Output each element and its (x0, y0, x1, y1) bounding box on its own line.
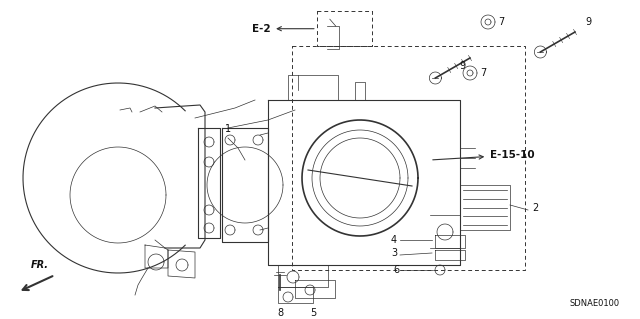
Text: 4: 4 (391, 235, 397, 245)
Text: 7: 7 (498, 17, 504, 27)
Text: 9: 9 (585, 17, 591, 27)
Text: SDNAE0100: SDNAE0100 (570, 299, 620, 308)
Text: 8: 8 (277, 308, 283, 318)
Text: FR.: FR. (31, 260, 49, 270)
Text: 7: 7 (480, 68, 486, 78)
Text: 6: 6 (394, 265, 400, 275)
Text: 1: 1 (225, 124, 231, 134)
Text: 2: 2 (532, 203, 538, 213)
Text: E-2: E-2 (252, 24, 314, 34)
Text: 5: 5 (310, 308, 316, 318)
Text: 9: 9 (459, 61, 465, 71)
Text: 3: 3 (391, 248, 397, 258)
Text: E-15-10: E-15-10 (433, 150, 534, 160)
